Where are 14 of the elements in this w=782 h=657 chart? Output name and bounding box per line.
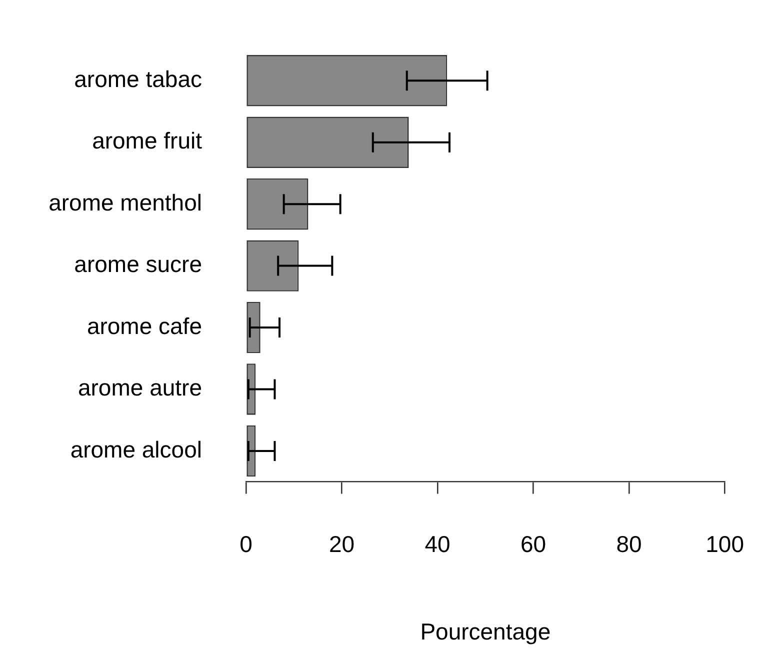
y-tick-label: arome cafe <box>86 312 202 339</box>
y-tick-label: arome sucre <box>74 251 202 278</box>
y-tick-label: arome autre <box>78 374 202 401</box>
x-axis-title: Pourcentage <box>420 618 551 645</box>
x-tick-label: 0 <box>240 530 252 557</box>
x-tick-label: 60 <box>520 530 546 557</box>
x-tick-label: 40 <box>424 530 450 557</box>
x-tick-label: 80 <box>616 530 642 557</box>
y-tick-label: arome menthol <box>48 189 202 216</box>
x-tick-label: 20 <box>328 530 355 557</box>
y-tick-label: arome alcool <box>70 436 202 462</box>
y-tick-label: arome tabac <box>74 66 202 92</box>
y-tick-label: arome fruit <box>92 128 203 154</box>
x-tick-label: 100 <box>706 530 744 557</box>
